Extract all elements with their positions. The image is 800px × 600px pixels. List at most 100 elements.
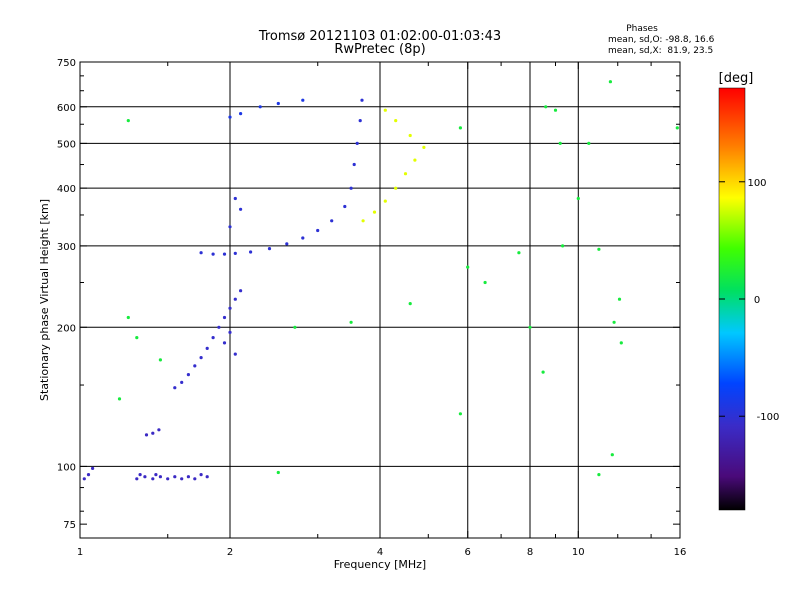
echo-point (143, 475, 147, 479)
x-axis-label: Frequency [MHz] (334, 558, 426, 571)
echo-point (157, 428, 161, 432)
echo-point (82, 477, 86, 481)
echo-point (239, 112, 243, 116)
echo-point (228, 115, 232, 119)
echo-point (91, 466, 95, 470)
echo-point (413, 158, 417, 162)
series-low-E-echoes (82, 428, 209, 481)
echo-point (617, 297, 622, 301)
echo-point (343, 204, 347, 209)
echo-point (158, 475, 162, 479)
phases-summary: Phases mean, sd,O: -98.8, 16.6 mean, sd,… (608, 24, 715, 56)
echo-point (276, 470, 280, 475)
grid-lines (80, 62, 680, 538)
echo-point (186, 373, 190, 377)
echo-point (166, 477, 170, 481)
echo-point (222, 315, 227, 320)
echo-point (316, 228, 320, 233)
echo-point (211, 252, 215, 256)
series-F1-cusp (173, 289, 243, 390)
echo-point (180, 477, 184, 481)
echo-point (383, 199, 387, 203)
echo-point (360, 98, 364, 102)
echo-point (394, 186, 398, 190)
echo-point (199, 356, 203, 360)
y-tick-label: 100 (57, 462, 76, 473)
series-multiple-echoes (228, 98, 305, 119)
echo-point (610, 453, 614, 457)
echo-point (408, 133, 412, 138)
echo-point (458, 126, 462, 130)
echo-point (458, 412, 462, 416)
y-tick-label: 300 (57, 242, 76, 253)
axis-ticks: 1 2 4 6 8 10 16 75 100 200 300 400 500 600 750 (57, 58, 686, 558)
echo-point (553, 108, 558, 112)
echo-point (228, 306, 232, 310)
echo-point (544, 105, 548, 109)
echo-point (158, 358, 162, 362)
echo-point (233, 297, 237, 301)
echo-point (233, 251, 237, 255)
echo-point (561, 244, 565, 248)
echo-point (293, 325, 297, 329)
echo-point (151, 431, 155, 435)
echo-point (126, 119, 130, 123)
x-tick-label: 10 (572, 547, 585, 558)
colorbar: [deg] 100 0 -100 (719, 71, 779, 511)
echo-point (330, 219, 334, 223)
echo-point (517, 251, 521, 255)
echo-point (222, 252, 227, 256)
series-scattered-noise (117, 80, 679, 477)
phases-o-mode: mean, sd,O: -98.8, 16.6 (608, 35, 715, 45)
echo-point (205, 346, 209, 350)
echo-point (239, 289, 243, 293)
echo-point (372, 210, 377, 214)
echo-point (276, 101, 280, 106)
echo-point (597, 473, 601, 477)
x-tick-label: 16 (674, 547, 687, 558)
echo-point (138, 473, 142, 477)
echo-point (285, 242, 289, 246)
echo-point (135, 477, 139, 481)
y-tick-label: 600 (57, 103, 76, 114)
echo-point (558, 141, 562, 145)
echo-point (267, 247, 272, 251)
echo-point (675, 126, 679, 130)
echo-point (361, 219, 365, 223)
echo-point (301, 236, 305, 240)
echo-point (217, 325, 221, 329)
echo-point (403, 172, 408, 176)
echo-point (117, 397, 122, 401)
echo-point (228, 330, 232, 334)
echo-point (422, 145, 426, 149)
y-axis-label: Stationary phase Virtual Height [km] (38, 199, 51, 401)
chart-title: Tromsø 20121103 01:02:00-01:03:43 (258, 29, 501, 44)
echo-point (86, 473, 91, 477)
echo-point (199, 473, 203, 477)
y-tick-label: 200 (57, 323, 76, 334)
echo-point (349, 320, 353, 324)
echo-point (135, 336, 139, 340)
echo-point (597, 247, 601, 251)
echo-point (349, 186, 353, 190)
echo-point (193, 477, 197, 481)
y-tick-label: 75 (63, 520, 76, 531)
echo-point (358, 119, 362, 123)
echo-point (612, 320, 616, 324)
echo-points (82, 80, 679, 481)
echo-point (541, 370, 545, 374)
echo-point (154, 473, 158, 477)
echo-point (173, 386, 177, 390)
echo-point (211, 336, 215, 340)
colorbar-label: [deg] (719, 71, 754, 86)
echo-point (205, 475, 209, 479)
colorbar-tick-label: 100 (747, 178, 766, 189)
echo-point (619, 341, 623, 345)
echo-point (301, 98, 305, 102)
echo-point (608, 80, 613, 84)
echo-point (193, 364, 197, 368)
x-tick-label: 4 (377, 547, 383, 558)
phases-x-mode: mean, sd,X: 81.9, 23.5 (608, 46, 713, 56)
echo-point (352, 162, 356, 167)
